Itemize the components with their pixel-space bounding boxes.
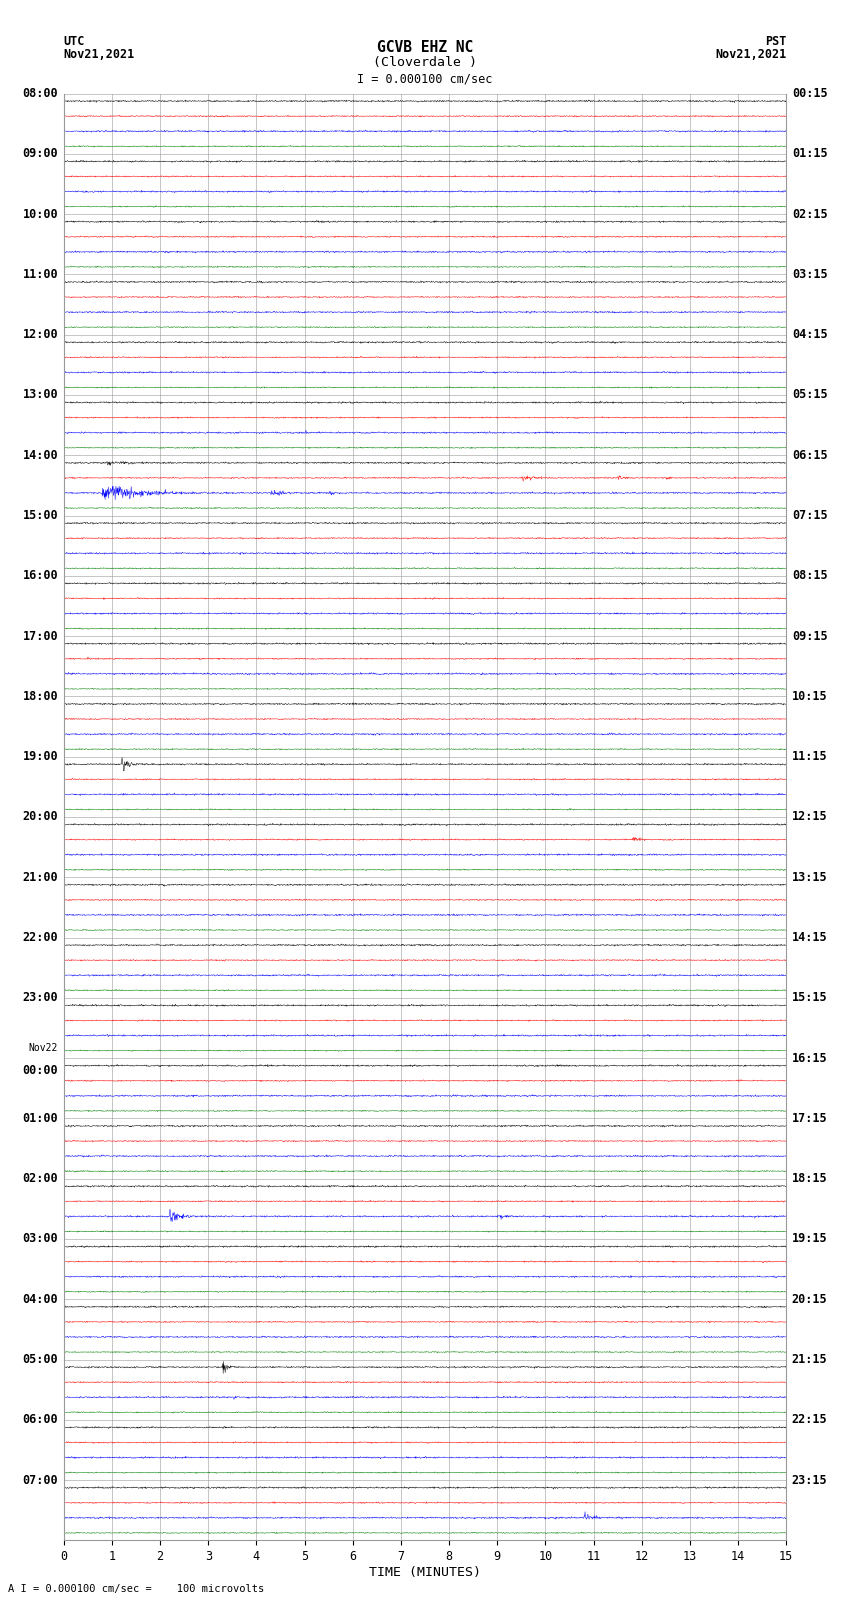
Text: 04:00: 04:00	[23, 1292, 58, 1307]
Text: 01:00: 01:00	[23, 1111, 58, 1124]
Text: 11:00: 11:00	[23, 268, 58, 281]
Text: 08:00: 08:00	[23, 87, 58, 100]
Text: 10:15: 10:15	[792, 690, 827, 703]
Text: (Cloverdale ): (Cloverdale )	[373, 56, 477, 69]
Text: 02:15: 02:15	[792, 208, 827, 221]
Text: 19:15: 19:15	[792, 1232, 827, 1245]
Text: 16:15: 16:15	[792, 1052, 827, 1065]
Text: 06:15: 06:15	[792, 448, 827, 461]
Text: 19:00: 19:00	[23, 750, 58, 763]
Text: 20:15: 20:15	[792, 1292, 827, 1307]
Text: 22:00: 22:00	[23, 931, 58, 944]
Text: 00:15: 00:15	[792, 87, 827, 100]
Text: 07:15: 07:15	[792, 510, 827, 523]
Text: 14:15: 14:15	[792, 931, 827, 944]
Text: UTC: UTC	[64, 35, 85, 48]
Text: 11:15: 11:15	[792, 750, 827, 763]
Text: 18:00: 18:00	[23, 690, 58, 703]
Text: 13:00: 13:00	[23, 389, 58, 402]
Text: Nov21,2021: Nov21,2021	[715, 48, 786, 61]
Text: GCVB EHZ NC: GCVB EHZ NC	[377, 40, 473, 55]
Text: I = 0.000100 cm/sec: I = 0.000100 cm/sec	[357, 73, 493, 85]
Text: 16:00: 16:00	[23, 569, 58, 582]
Text: A I = 0.000100 cm/sec =    100 microvolts: A I = 0.000100 cm/sec = 100 microvolts	[8, 1584, 264, 1594]
Text: 23:00: 23:00	[23, 992, 58, 1005]
Text: 12:15: 12:15	[792, 810, 827, 824]
X-axis label: TIME (MINUTES): TIME (MINUTES)	[369, 1566, 481, 1579]
Text: 15:15: 15:15	[792, 992, 827, 1005]
Text: PST: PST	[765, 35, 786, 48]
Text: 05:00: 05:00	[23, 1353, 58, 1366]
Text: 12:00: 12:00	[23, 327, 58, 342]
Text: 15:00: 15:00	[23, 510, 58, 523]
Text: 14:00: 14:00	[23, 448, 58, 461]
Text: 05:15: 05:15	[792, 389, 827, 402]
Text: 00:00: 00:00	[23, 1063, 58, 1077]
Text: 13:15: 13:15	[792, 871, 827, 884]
Text: 06:00: 06:00	[23, 1413, 58, 1426]
Text: 22:15: 22:15	[792, 1413, 827, 1426]
Text: 10:00: 10:00	[23, 208, 58, 221]
Text: Nov21,2021: Nov21,2021	[64, 48, 135, 61]
Text: 18:15: 18:15	[792, 1173, 827, 1186]
Text: 23:15: 23:15	[792, 1474, 827, 1487]
Text: 08:15: 08:15	[792, 569, 827, 582]
Text: 17:00: 17:00	[23, 629, 58, 642]
Text: 09:00: 09:00	[23, 147, 58, 160]
Text: 20:00: 20:00	[23, 810, 58, 824]
Text: 21:15: 21:15	[792, 1353, 827, 1366]
Text: 03:15: 03:15	[792, 268, 827, 281]
Text: 02:00: 02:00	[23, 1173, 58, 1186]
Text: Nov22: Nov22	[29, 1042, 58, 1053]
Text: 01:15: 01:15	[792, 147, 827, 160]
Text: 17:15: 17:15	[792, 1111, 827, 1124]
Text: 03:00: 03:00	[23, 1232, 58, 1245]
Text: 09:15: 09:15	[792, 629, 827, 642]
Text: 07:00: 07:00	[23, 1474, 58, 1487]
Text: 04:15: 04:15	[792, 327, 827, 342]
Text: 21:00: 21:00	[23, 871, 58, 884]
